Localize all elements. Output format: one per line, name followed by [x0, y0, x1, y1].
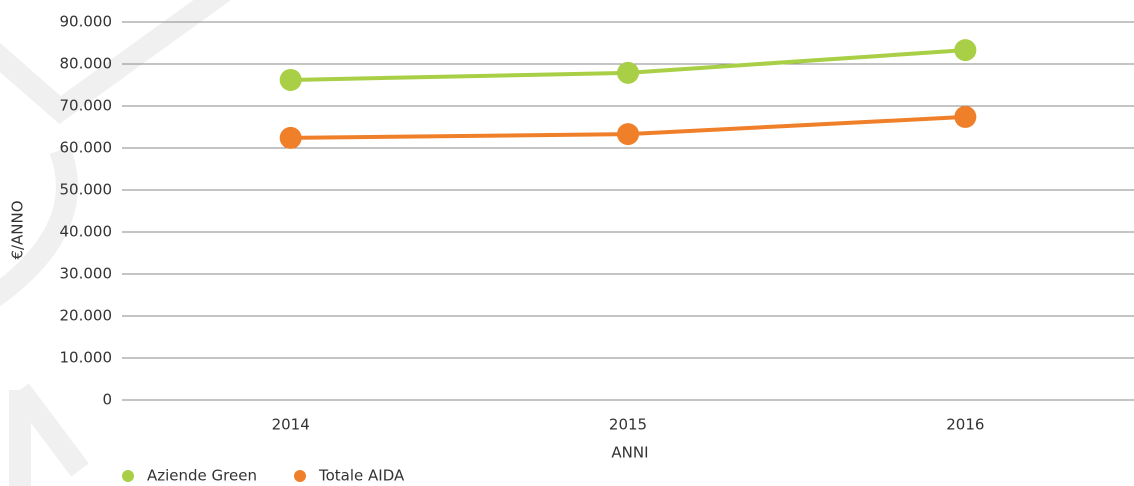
y-tick-label: 90.000: [60, 13, 113, 31]
y-tick-label: 30.000: [60, 265, 113, 283]
x-axis-label: ANNI: [611, 444, 648, 462]
legend-swatch: [294, 470, 306, 482]
y-tick-label: 0: [102, 391, 112, 409]
legend-swatch: [122, 470, 134, 482]
data-point: [954, 39, 977, 62]
y-tick-label: 50.000: [60, 181, 113, 199]
data-point: [617, 123, 639, 146]
data-point: [279, 126, 302, 149]
watermark: [0, 0, 232, 486]
data-point: [279, 68, 302, 91]
y-tick-label: 10.000: [60, 349, 113, 367]
x-tick-label: 2014: [272, 416, 310, 434]
x-tick-label: 2016: [946, 416, 984, 434]
y-tick-label: 20.000: [60, 307, 113, 325]
data-point: [954, 105, 977, 128]
y-axis-label: €/ANNO: [9, 200, 27, 259]
legend-label: Aziende Green: [147, 467, 257, 485]
y-tick-label: 40.000: [60, 223, 113, 241]
x-tick-label: 2015: [609, 416, 647, 434]
y-tick-label: 80.000: [60, 55, 113, 73]
y-tick-label: 70.000: [60, 97, 113, 115]
y-tick-label: 60.000: [60, 139, 113, 157]
legend-label: Totale AIDA: [318, 467, 405, 485]
data-point: [617, 61, 639, 84]
